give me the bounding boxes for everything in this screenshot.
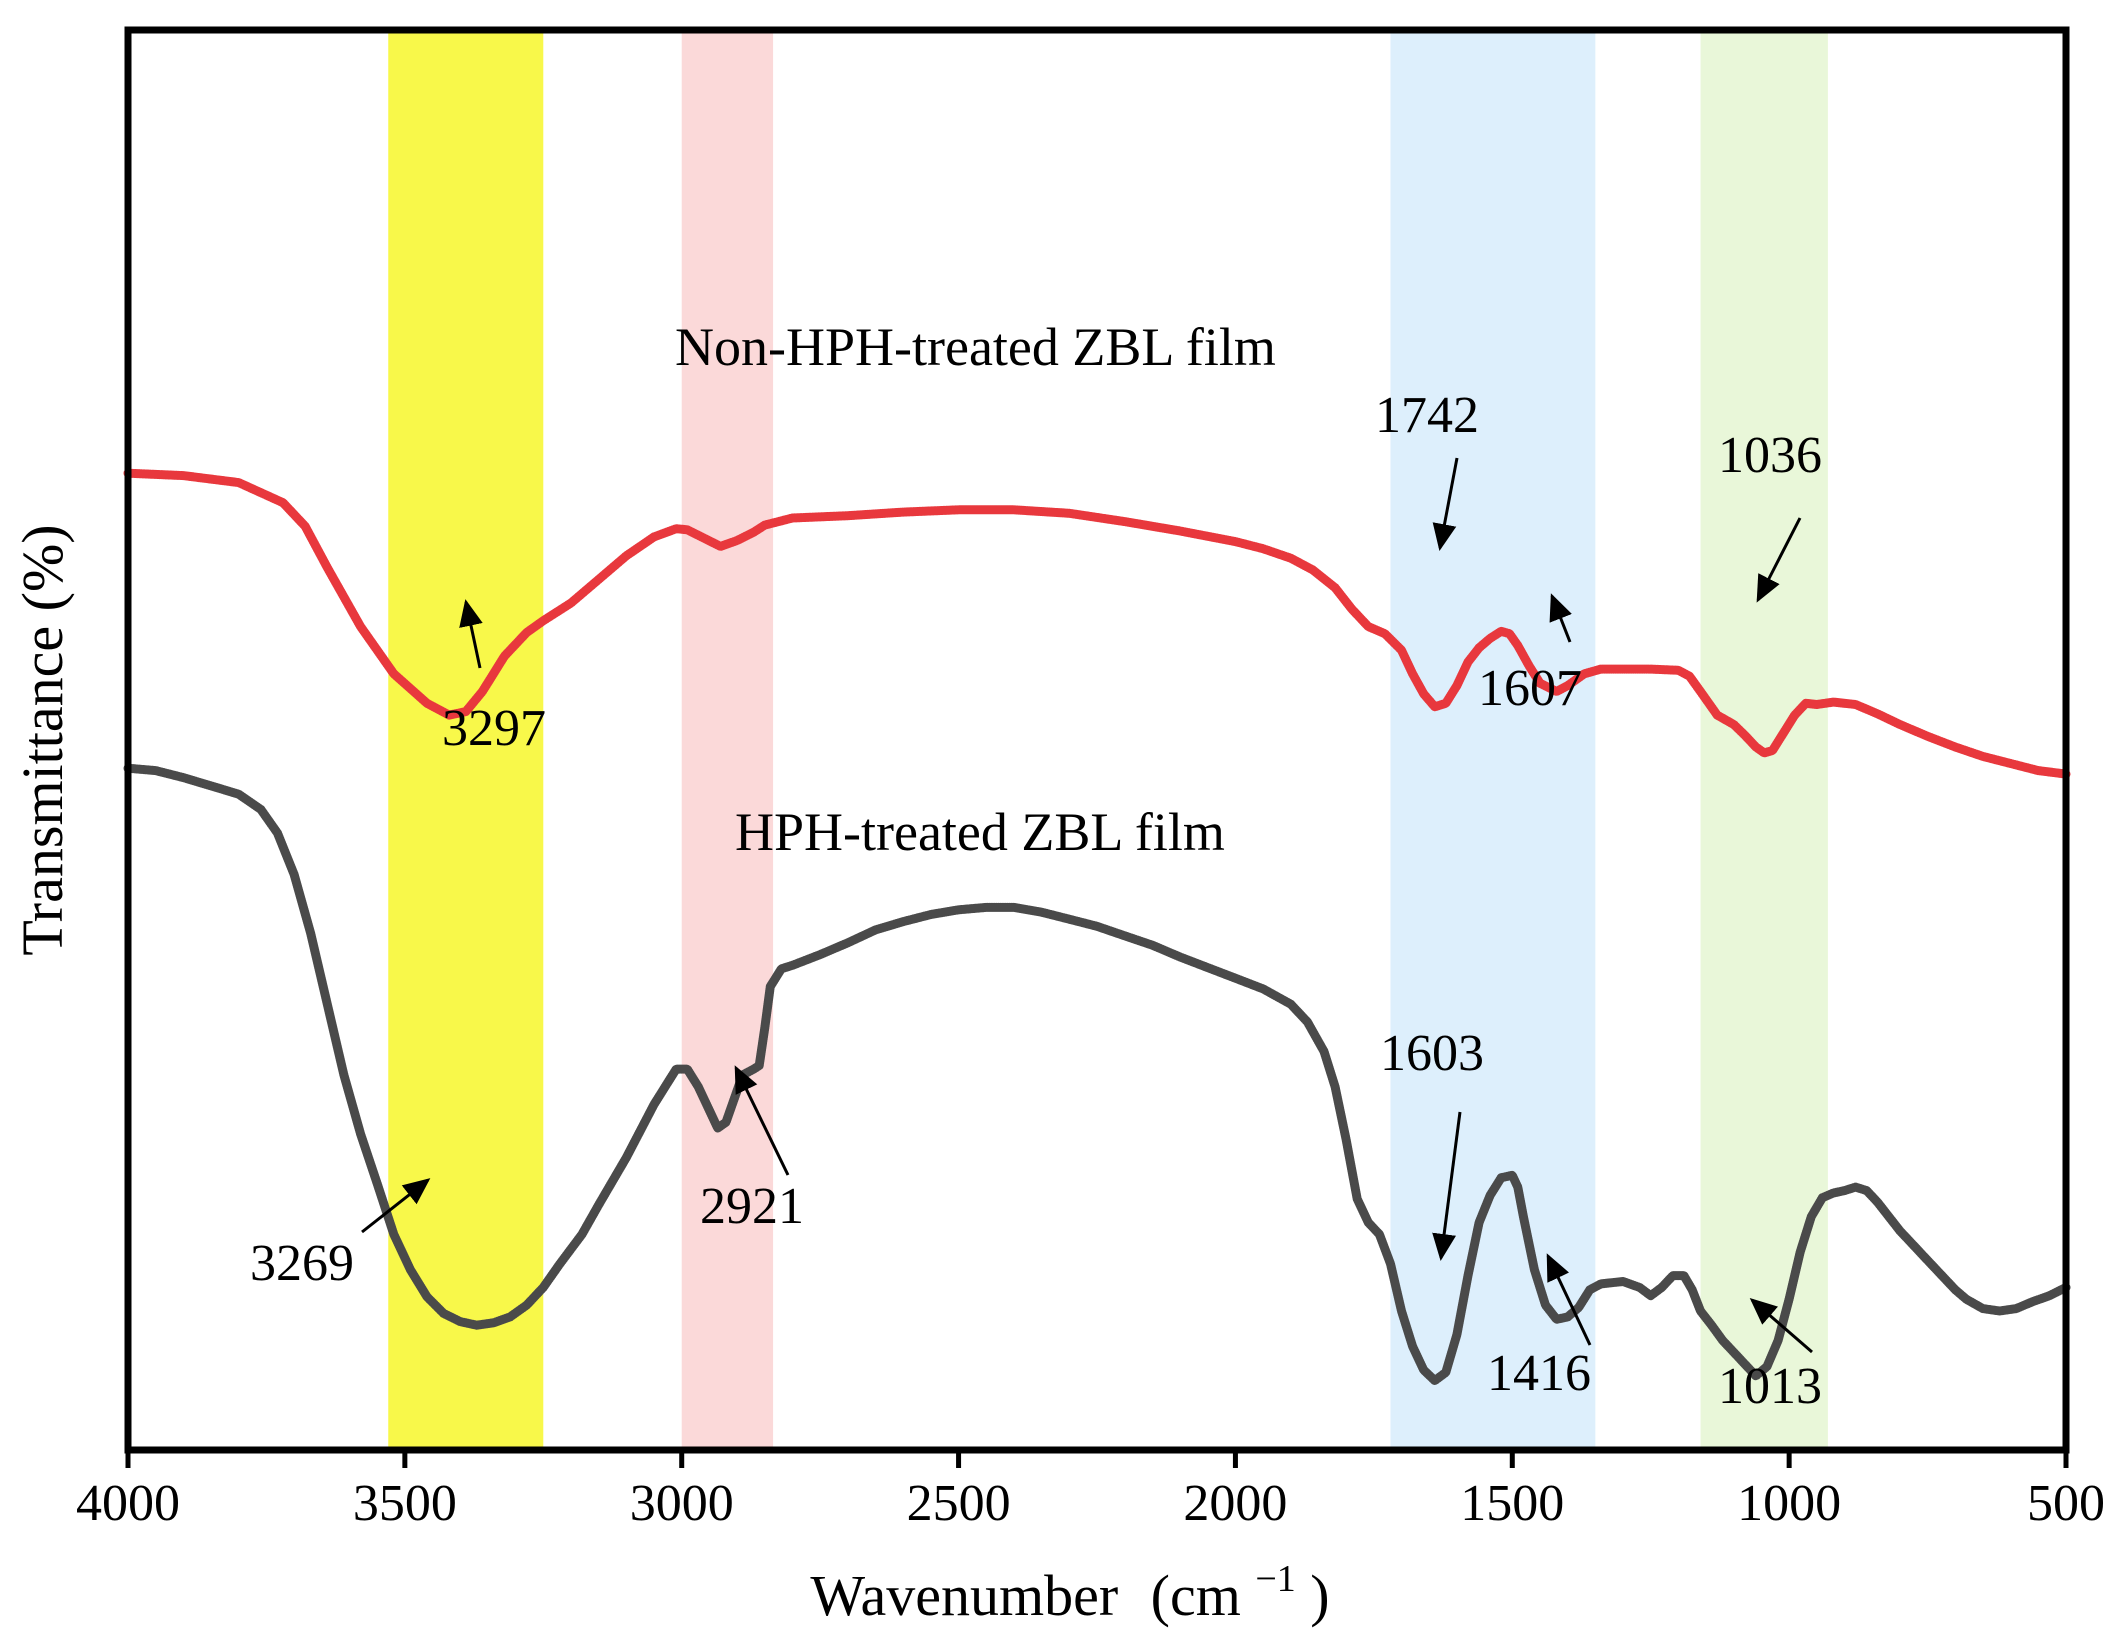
x-tick-label-2000: 2000: [1183, 1475, 1287, 1532]
x-tick-label-3000: 3000: [630, 1475, 734, 1532]
peak-label-1607: 1607: [1478, 660, 1582, 717]
peak-arrow-1607: [1549, 593, 1572, 643]
x-axis-title: Wavenumber (cm −1 ): [810, 1539, 1329, 1628]
peak-label-3269: 3269: [250, 1235, 354, 1292]
x-axis-title-main: Wavenumber: [810, 1563, 1118, 1628]
highlight-bands: [388, 30, 1828, 1450]
y-axis-title: Transmittance (%): [10, 524, 75, 955]
peak-arrow-1416: [1546, 1253, 1592, 1346]
peak-arrow-3269: [361, 1178, 431, 1234]
peak-label-1036: 1036: [1718, 427, 1822, 484]
peak-label-1416: 1416: [1487, 1345, 1591, 1402]
highlight-band-0: [388, 30, 544, 1450]
peak-label-3297: 3297: [442, 700, 546, 757]
peak-arrow-1013: [1749, 1298, 1813, 1354]
x-tick-label-4000: 4000: [76, 1475, 180, 1532]
peak-label-1603: 1603: [1380, 1025, 1484, 1082]
series-label-hph: HPH-treated ZBL film: [735, 802, 1225, 862]
highlight-band-2: [1390, 30, 1596, 1450]
peak-arrow-1603: [1432, 1111, 1462, 1261]
x-axis-title-unit-exponent: −1: [1255, 1558, 1295, 1600]
plot-frame: [124, 26, 2070, 1454]
highlight-band-3: [1700, 30, 1828, 1450]
x-axis-title-unit: (cm: [1151, 1563, 1241, 1628]
peak-label-1742: 1742: [1375, 387, 1479, 444]
peak-arrow-3297: [459, 599, 483, 669]
highlight-band-1: [681, 30, 774, 1450]
x-tick-label-1000: 1000: [1737, 1475, 1841, 1532]
peak-label-1013: 1013: [1718, 1358, 1822, 1415]
x-tick-label-500: 500: [2027, 1475, 2105, 1532]
peak-arrow-2921: [734, 1065, 790, 1176]
series-label-non-hph: Non-HPH-treated ZBL film: [675, 317, 1276, 377]
spectra-series: [123, 468, 2071, 1386]
x-tick-label-1500: 1500: [1460, 1475, 1564, 1532]
peak-arrow-1036: [1756, 517, 1802, 603]
series-line-hph: [123, 763, 2071, 1386]
series-line-non-hph: [123, 468, 2071, 779]
peak-annotations: 3297 1742 1607 1036 3269 2921 1603 1416 …: [250, 387, 1822, 1415]
x-tick-label-2500: 2500: [907, 1475, 1011, 1532]
x-tick-label-3500: 3500: [353, 1475, 457, 1532]
x-axis-ticks: 4000 3500 3000 2500 2000 1500 1000 500: [76, 1450, 2105, 1532]
peak-arrow-1742: [1432, 457, 1459, 551]
x-axis-title-unit-close: ): [1310, 1563, 1329, 1628]
peak-label-2921: 2921: [700, 1178, 804, 1235]
